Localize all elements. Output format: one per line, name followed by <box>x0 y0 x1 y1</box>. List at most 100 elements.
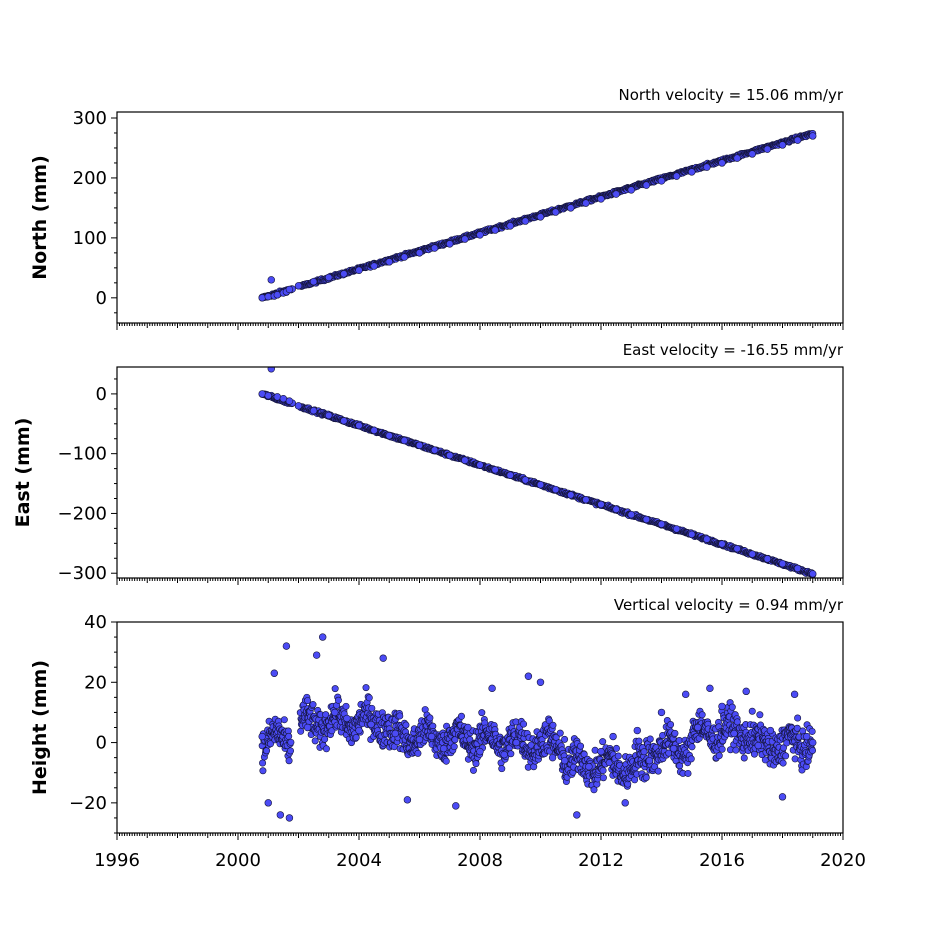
height-data-point <box>614 752 622 760</box>
north-data-point <box>264 292 272 301</box>
east-data-point <box>718 540 726 548</box>
east-plot-frame <box>116 366 844 579</box>
x-tick-label: 2012 <box>578 850 624 871</box>
height-data-point <box>500 750 508 759</box>
x-tick-label: 1996 <box>94 850 140 871</box>
height-data-point <box>507 750 515 758</box>
north-y-tick-label: 300 <box>73 108 107 129</box>
x-tick-label: 2020 <box>820 850 866 871</box>
height-data-point <box>426 714 434 722</box>
east-data-point <box>258 390 266 398</box>
height-data-point <box>322 745 330 753</box>
height-data-point <box>621 799 629 807</box>
north-data-point <box>273 291 282 299</box>
north-data-point <box>672 172 681 180</box>
height-data-point <box>259 767 267 775</box>
height-data-point <box>732 746 740 754</box>
height-data-point <box>799 727 807 735</box>
height-data-point <box>809 747 817 755</box>
height-data-point <box>669 744 678 753</box>
height-data-point <box>524 672 533 680</box>
height-data-point <box>609 732 617 741</box>
height-data-point <box>342 702 350 710</box>
north-data-point <box>627 186 635 194</box>
east-y-tick-label: 0 <box>96 384 107 405</box>
north-data-point <box>778 141 787 149</box>
height-data-point <box>379 654 387 662</box>
north-data-point <box>430 244 439 252</box>
north-data-point <box>385 258 393 266</box>
east-data-point <box>551 485 560 494</box>
height-data-point <box>654 767 662 775</box>
north-data-point <box>491 226 499 234</box>
height-data-point <box>270 669 278 677</box>
height-data-point <box>304 697 312 705</box>
height-data-point <box>488 684 496 693</box>
east-data-point <box>355 421 363 430</box>
height-data-point <box>778 793 787 801</box>
north-y-tick-label: 0 <box>96 288 107 309</box>
east-points <box>258 367 817 578</box>
height-data-point <box>599 774 607 782</box>
east-data-point <box>642 515 651 524</box>
east-data-point <box>809 570 817 578</box>
north-y-tick-label: 200 <box>73 168 107 189</box>
height-data-point <box>321 735 329 743</box>
height-data-point <box>368 704 376 712</box>
height-data-point <box>280 716 288 724</box>
height-data-point <box>469 766 477 774</box>
height-data-point <box>331 685 339 693</box>
east-data-point <box>491 466 499 474</box>
height-data-point <box>548 753 557 762</box>
north-data-point <box>446 240 454 248</box>
height-data-point <box>396 712 404 720</box>
east-data-point <box>446 451 454 460</box>
north-data-point <box>267 276 275 284</box>
height-data-point <box>573 811 581 819</box>
north-data-point <box>718 159 726 167</box>
north-data-point <box>325 273 333 282</box>
east-data-point <box>400 436 409 445</box>
height-data-point <box>642 774 650 782</box>
height-y-axis-label: Height (mm) <box>29 660 51 795</box>
height-y-tick-label: 40 <box>84 612 107 633</box>
height-data-point <box>276 811 285 819</box>
north-data-point <box>567 204 575 212</box>
height-y-tick-label: 0 <box>96 733 107 754</box>
height-data-point <box>667 721 675 729</box>
north-data-point <box>688 168 696 176</box>
height-data-point <box>303 723 312 732</box>
north-data-point <box>793 136 802 144</box>
height-data-point <box>331 708 339 717</box>
height-data-point <box>585 762 593 771</box>
north-data-point <box>309 277 318 286</box>
height-data-point <box>464 723 472 732</box>
height-data-point <box>367 720 375 729</box>
north-data-point <box>597 195 605 203</box>
north-data-point <box>612 190 620 198</box>
height-data-point <box>718 745 726 753</box>
east-data-point <box>778 559 787 568</box>
height-data-point <box>478 709 486 717</box>
height-data-point <box>402 721 410 729</box>
north-data-point <box>340 270 348 278</box>
east-y-axis-label: East (mm) <box>12 418 34 528</box>
height-data-point <box>427 732 436 741</box>
north-data-point <box>370 262 378 270</box>
east-data-point <box>672 525 681 533</box>
height-data-point <box>552 733 560 741</box>
north-data-point <box>294 282 303 290</box>
east-y-tick-label: −100 <box>58 444 107 465</box>
height-data-point <box>790 690 799 699</box>
height-data-point <box>783 739 791 747</box>
height-data-point <box>258 732 266 741</box>
east-data-point <box>370 426 378 435</box>
height-data-point <box>561 735 569 743</box>
north-data-point <box>521 217 530 225</box>
east-data-point <box>793 564 802 573</box>
east-data-point <box>627 510 635 519</box>
height-data-point <box>352 734 360 742</box>
height-data-point <box>808 727 816 735</box>
height-data-point <box>681 690 690 699</box>
east-y-tick-label: −200 <box>58 503 107 524</box>
